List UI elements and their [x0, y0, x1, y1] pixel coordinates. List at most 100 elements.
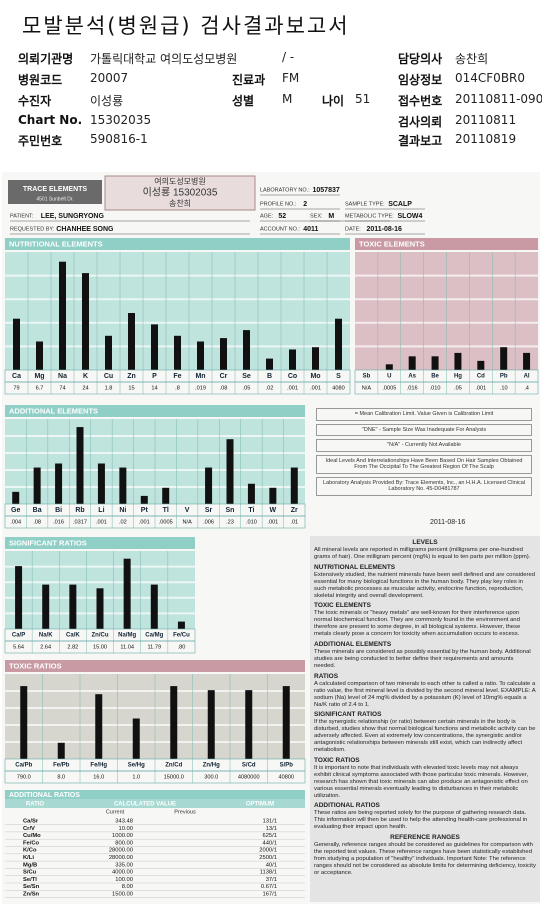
bar — [335, 318, 342, 370]
category-label: K — [83, 373, 88, 380]
notes: LEVELS All mineral levels are reported in… — [310, 536, 540, 902]
ratio-value: 335.00 — [115, 862, 133, 868]
info-value: / - — [282, 50, 295, 64]
bar — [96, 588, 104, 629]
field-value: 1057837 — [313, 187, 340, 194]
ratio-name: Fe/Co — [23, 840, 40, 846]
panel-header — [5, 660, 305, 672]
field-value: CHANHEE SONG — [56, 226, 114, 233]
bar — [97, 463, 105, 504]
info-label: 결과보고 — [398, 134, 443, 148]
value-label: .05 — [454, 385, 462, 391]
note-text: A calculated comparison of two minerals … — [314, 680, 536, 708]
category-label: Pt — [141, 507, 149, 514]
value-label: .80 — [178, 644, 186, 650]
value-label: 6.7 — [36, 385, 44, 391]
ratio-name: Zn/Sn — [23, 892, 40, 898]
bar — [408, 356, 416, 370]
category-label: Co — [288, 373, 297, 380]
info-value: 20007 — [90, 71, 129, 85]
ratio-name: Se/Tl — [23, 877, 37, 883]
value-label: 1.8 — [105, 385, 113, 391]
value-label: .019 — [195, 385, 206, 391]
ratio-value: 4000.00 — [112, 870, 133, 876]
category-label: Zn/Hg — [203, 763, 220, 769]
logo: TRACE ELEMENTS — [23, 186, 88, 193]
info-label: 성별 — [232, 94, 255, 108]
bar — [95, 694, 103, 759]
category-label: Hg — [454, 374, 462, 380]
value-label: 15.00 — [93, 644, 107, 650]
ratio-name: Cr/V — [23, 826, 35, 832]
note-heading: TOXIC ELEMENTS — [314, 602, 371, 610]
category-label: Na/Mg — [118, 633, 136, 639]
info-value: 가톨릭대학교 여의도성모병원 — [90, 52, 238, 66]
field-label: ACCOUNT NO.: — [260, 226, 300, 232]
category-label: Zn/Cd — [165, 763, 182, 769]
panel-header — [355, 238, 538, 250]
stamp-text: 여의도성모병원 — [154, 176, 206, 186]
value-label: 11.79 — [147, 644, 161, 650]
value-label: .8 — [175, 385, 180, 391]
ratio-optimum: 2000/1 — [259, 848, 277, 854]
bar — [385, 364, 393, 370]
info-value: 15302035 — [90, 113, 152, 127]
bar — [55, 463, 63, 504]
bar — [105, 335, 112, 370]
bar — [123, 558, 131, 629]
category-label: V — [185, 507, 190, 514]
note-text: It is important to note that individuals… — [314, 764, 529, 799]
note-heading: ADDITIONAL RATIOS — [314, 802, 380, 810]
info-value: 20110811-09037 — [455, 92, 542, 106]
category-label: Sb — [363, 374, 371, 380]
field-value: 4011 — [303, 226, 318, 233]
bar — [245, 690, 253, 759]
ratio-name: K/Co — [23, 848, 37, 854]
bar — [20, 686, 28, 759]
note-text: These minerals are considered as possibl… — [314, 649, 531, 669]
category-label: Sr — [205, 507, 213, 514]
category-label: S — [336, 373, 341, 380]
field-label: AGE: — [260, 213, 274, 219]
bar — [12, 491, 20, 504]
category-label: Cd — [477, 374, 485, 380]
info-label: 주민번호 — [18, 134, 63, 148]
value-label: 1.0 — [132, 774, 140, 780]
category-label: Zn/Cu — [92, 633, 109, 639]
ratio-value: 343.48 — [115, 819, 133, 825]
bar — [128, 313, 135, 370]
bar — [82, 273, 89, 370]
info-label: Chart No. — [18, 113, 83, 127]
field-label: PROFILE NO.: — [260, 201, 297, 207]
value-label: .23 — [226, 519, 234, 525]
ratio-value: 1000.00 — [112, 833, 133, 839]
field-label: PATIENT: — [10, 213, 34, 219]
value-label: .0005 — [159, 519, 173, 525]
value-label: 16.0 — [93, 774, 104, 780]
ratio-optimum: 167/1 — [262, 892, 277, 898]
info-label: 수진자 — [18, 94, 52, 108]
panel-header — [5, 238, 350, 250]
category-label: Na — [58, 373, 67, 380]
table-header-cell: OPTIMUM — [246, 802, 274, 808]
category-label: Zn — [127, 373, 136, 380]
bar — [220, 338, 227, 370]
bar — [33, 467, 41, 504]
field-value: 2 — [303, 201, 307, 208]
value-label: 4080000 — [238, 774, 260, 780]
bar — [266, 358, 273, 370]
note-text: Generally, reference ranges should be co… — [314, 842, 536, 876]
note-heading: RATIOS — [314, 672, 339, 680]
category-label: Rb — [75, 507, 84, 514]
note-text: All mineral levels are reported in milli… — [314, 547, 531, 560]
value-label: 14 — [151, 385, 157, 391]
ratio-name: K/Li — [23, 855, 34, 861]
value-label: .0005 — [382, 385, 396, 391]
value-row — [354, 381, 539, 395]
ratio-name: S/Cu — [23, 870, 37, 876]
note-heading: TOXIC RATIOS — [314, 756, 360, 764]
bar — [207, 690, 215, 759]
note-text: Extensively studied, the nutrient minera… — [314, 571, 536, 599]
ratio-optimum: 2500/1 — [259, 855, 277, 861]
bar — [177, 621, 185, 629]
